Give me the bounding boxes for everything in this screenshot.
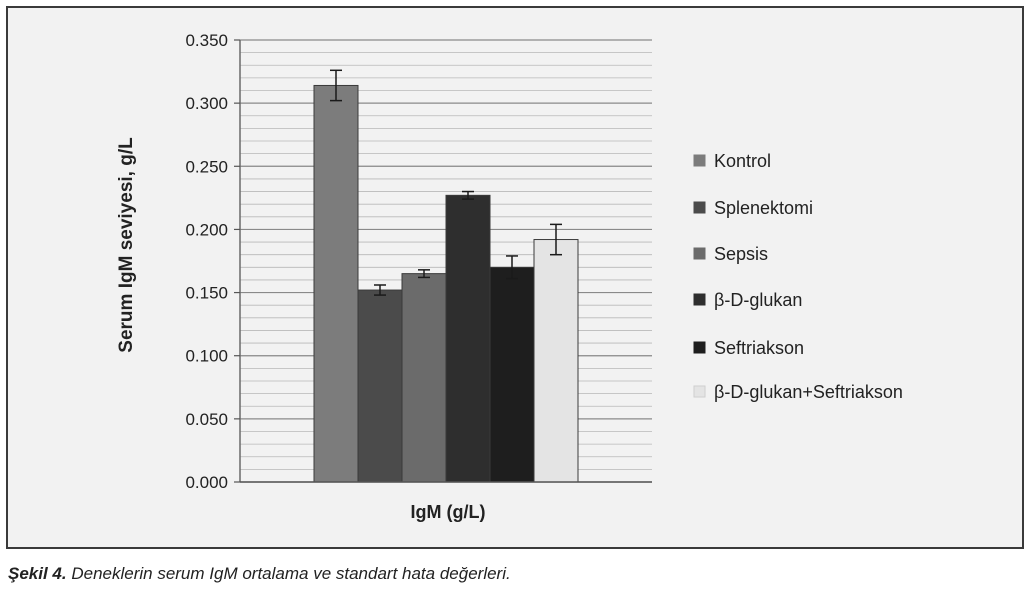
legend-label: Sepsis: [714, 244, 768, 264]
x-axis-label: IgM (g/L): [411, 502, 486, 522]
y-tick-label: 0.250: [185, 157, 228, 176]
y-axis-label: Serum IgM seviyesi, g/L: [116, 137, 137, 353]
bars: [313, 84, 579, 483]
caption-text: Deneklerin serum IgM ortalama ve standar…: [66, 564, 511, 583]
legend: Kontrol Splenektomi Sepsis β-D-glukan Seftri…: [693, 151, 903, 402]
legend-swatch: [693, 201, 706, 214]
legend-label: Kontrol: [714, 151, 771, 171]
y-tick-label: 0.200: [185, 220, 228, 239]
legend-swatch: [693, 154, 706, 167]
y-tick-label: 0.150: [185, 284, 228, 303]
bar-β-D-glukan+Seftriakson: [533, 239, 579, 483]
bar-Seftriakson: [489, 266, 535, 483]
y-tick-label: 0.300: [185, 94, 228, 113]
legend-label: Seftriakson: [714, 338, 804, 358]
y-tick-label: 0.050: [185, 410, 228, 429]
bar-Splenektomi: [357, 289, 403, 483]
y-tick-labels: 0.000 0.050 0.100 0.150 0.200 0.250 0.300 0.350: [185, 31, 228, 492]
y-tick-label: 0.350: [185, 31, 228, 50]
legend-label: β-D-glukan: [714, 290, 802, 310]
legend-label: Splenektomi: [714, 198, 813, 218]
error-bars: [330, 69, 562, 296]
legend-swatch: [693, 341, 706, 354]
axes: [234, 39, 652, 483]
y-tick-label: 0.100: [185, 347, 228, 366]
bar-β-D-glukan: [445, 194, 491, 483]
caption-label: Şekil 4.: [8, 564, 67, 583]
legend-label: β-D-glukan+Seftriakson: [714, 382, 903, 402]
legend-swatch: [693, 293, 706, 306]
legend-swatch: [693, 385, 706, 398]
bar-Kontrol: [313, 84, 359, 483]
bar-Sepsis: [401, 273, 447, 483]
figure-caption: Şekil 4. Deneklerin serum IgM ortalama v…: [8, 564, 511, 584]
y-tick-label: 0.000: [185, 473, 228, 492]
legend-swatch: [693, 247, 706, 260]
